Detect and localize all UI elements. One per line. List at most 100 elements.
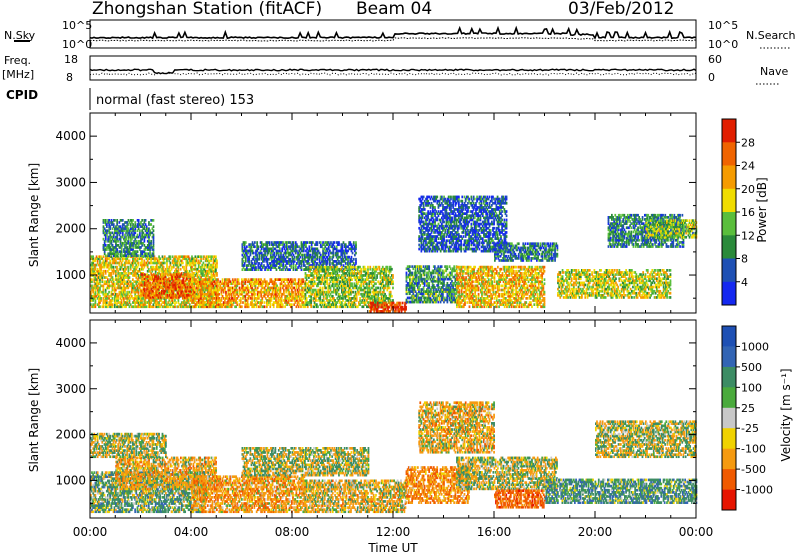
heatmap-cell bbox=[113, 266, 115, 269]
heatmap-cell bbox=[216, 260, 218, 263]
heatmap-cell bbox=[257, 245, 259, 248]
heatmap-cell bbox=[253, 252, 255, 255]
heatmap-cell bbox=[170, 255, 172, 258]
freq-tick-top: 18 bbox=[64, 53, 78, 66]
date-label: 03/Feb/2012 bbox=[568, 0, 674, 19]
heatmap-cell bbox=[163, 266, 165, 269]
heatmap-cell bbox=[353, 258, 355, 261]
heatmap-cell bbox=[184, 294, 186, 297]
heatmap-cell bbox=[351, 256, 353, 259]
heatmap-cell bbox=[312, 241, 314, 244]
heatmap-cell bbox=[236, 289, 238, 292]
heatmap-cell bbox=[113, 223, 115, 226]
heatmap-cell bbox=[185, 273, 187, 276]
heatmap-cell bbox=[180, 268, 182, 271]
heatmap-cell bbox=[336, 305, 338, 308]
heatmap-cell bbox=[144, 288, 146, 291]
heatmap-cell bbox=[132, 219, 134, 222]
heatmap-cell bbox=[320, 241, 322, 244]
heatmap-cell bbox=[112, 303, 114, 306]
heatmap-cell bbox=[134, 221, 136, 224]
heatmap-cell bbox=[352, 252, 354, 255]
heatmap-cell bbox=[325, 287, 327, 290]
frequency-trace bbox=[90, 69, 696, 73]
nave-label: Nave bbox=[760, 65, 788, 78]
heatmap-cell bbox=[164, 273, 166, 276]
heatmap-cell bbox=[159, 257, 161, 260]
heatmap-cell bbox=[341, 266, 343, 269]
beam-label: Beam 04 bbox=[356, 0, 432, 19]
heatmap-cell bbox=[116, 248, 118, 251]
heatmap-cell bbox=[314, 276, 316, 279]
heatmap-cell bbox=[164, 262, 166, 265]
heatmap-cell bbox=[355, 252, 357, 255]
heatmap-cell bbox=[162, 296, 164, 299]
heatmap-cell bbox=[351, 282, 353, 285]
heatmap-cell bbox=[365, 268, 367, 271]
freq-unit-label: [MHz] bbox=[2, 68, 34, 81]
heatmap-cell bbox=[215, 255, 217, 258]
heatmap-cell bbox=[279, 248, 281, 251]
heatmap-cell bbox=[355, 241, 357, 244]
heatmap-cell bbox=[264, 301, 266, 304]
heatmap-cell bbox=[153, 229, 155, 232]
nave-trace bbox=[90, 73, 696, 75]
heatmap-cell bbox=[158, 275, 160, 278]
heatmap-cell bbox=[352, 291, 354, 294]
heatmap-cell bbox=[309, 245, 311, 248]
heatmap-cell bbox=[153, 219, 155, 222]
nsearch-label: N.Search bbox=[746, 29, 796, 42]
heatmap-cell bbox=[129, 260, 131, 263]
noise-tick-bottom-left: 10^0 bbox=[62, 38, 92, 51]
heatmap-cell bbox=[234, 278, 236, 281]
heatmap-cell bbox=[273, 252, 275, 255]
heatmap-cell bbox=[209, 297, 211, 300]
heatmap-cell bbox=[199, 301, 201, 304]
freq-panel bbox=[90, 56, 696, 80]
heatmap-cell bbox=[317, 241, 319, 244]
heatmap-cell bbox=[256, 241, 258, 244]
heatmap-cell bbox=[150, 240, 152, 243]
heatmap-cell bbox=[218, 293, 220, 296]
freq-label: Freq. bbox=[4, 54, 31, 67]
heatmap-cell bbox=[343, 264, 345, 267]
heatmap-cell bbox=[310, 266, 312, 269]
heatmap-cell bbox=[293, 241, 295, 244]
heatmap-cell bbox=[302, 278, 304, 281]
heatmap-cell bbox=[248, 287, 250, 290]
heatmap-cell bbox=[116, 219, 118, 222]
cpid-value: normal (fast stereo) 153 bbox=[96, 93, 254, 108]
heatmap-cell bbox=[141, 219, 143, 222]
heatmap-cell bbox=[150, 223, 152, 226]
heatmap-cell bbox=[294, 278, 296, 281]
heatmap-cell bbox=[100, 297, 102, 300]
heatmap-cell bbox=[103, 255, 105, 258]
heatmap-cell bbox=[169, 284, 171, 287]
heatmap-cell bbox=[153, 225, 155, 228]
heatmap-cell bbox=[238, 278, 240, 281]
heatmap-cell bbox=[138, 254, 140, 257]
heatmap-cell bbox=[329, 256, 331, 259]
heatmap-cell bbox=[109, 260, 111, 263]
heatmap-cell bbox=[353, 241, 355, 244]
heatmap-cell bbox=[276, 268, 278, 271]
heatmap-cell bbox=[128, 266, 130, 269]
heatmap-cell bbox=[236, 301, 238, 304]
heatmap-cell bbox=[360, 268, 362, 271]
heatmap-cell bbox=[306, 297, 308, 300]
cpid-label: CPID bbox=[6, 88, 38, 102]
heatmap-cell bbox=[292, 291, 294, 294]
heatmap-cell bbox=[319, 287, 321, 290]
heatmap-cell bbox=[255, 293, 257, 296]
station-title: Zhongshan Station (fitACF) bbox=[92, 0, 322, 19]
heatmap-cell bbox=[217, 278, 219, 281]
heatmap-cell bbox=[116, 266, 118, 269]
heatmap-cell bbox=[359, 297, 361, 300]
heatmap-cell bbox=[99, 305, 101, 308]
heatmap-cell bbox=[241, 305, 243, 308]
heatmap-cell bbox=[105, 270, 107, 273]
heatmap-cell bbox=[242, 301, 244, 304]
heatmap-cell bbox=[146, 305, 148, 308]
heatmap-cell bbox=[334, 241, 336, 244]
